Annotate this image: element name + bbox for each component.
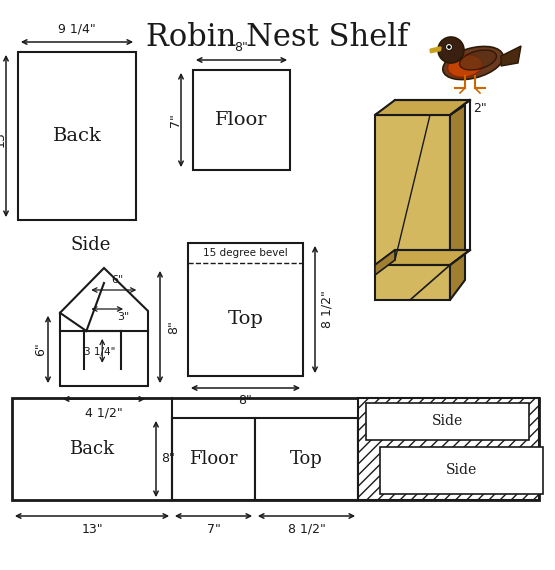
Bar	[255, 418, 358, 500]
Text: Side: Side	[446, 463, 477, 478]
Bar	[358, 398, 539, 500]
Text: 8 1/2": 8 1/2"	[287, 523, 325, 536]
Ellipse shape	[460, 50, 497, 70]
Circle shape	[446, 43, 452, 51]
Bar	[172, 418, 255, 500]
Circle shape	[447, 45, 451, 49]
Ellipse shape	[443, 46, 503, 80]
Text: Floor: Floor	[189, 450, 238, 468]
Text: 8": 8"	[161, 453, 175, 466]
Polygon shape	[375, 250, 395, 275]
Text: 13": 13"	[0, 125, 7, 147]
Text: Floor: Floor	[215, 111, 268, 129]
Text: 8 1/2": 8 1/2"	[321, 291, 334, 328]
Text: Side: Side	[432, 414, 463, 429]
Text: 4 1/2": 4 1/2"	[85, 406, 123, 419]
Polygon shape	[450, 105, 465, 300]
Text: Top: Top	[228, 311, 264, 328]
Text: 8": 8"	[235, 41, 249, 54]
Ellipse shape	[448, 55, 482, 78]
Text: 8": 8"	[239, 394, 253, 407]
Text: 7": 7"	[206, 523, 220, 536]
Polygon shape	[501, 46, 521, 66]
Circle shape	[438, 37, 464, 63]
Text: 3": 3"	[117, 312, 129, 322]
Text: 9 1/4": 9 1/4"	[58, 23, 96, 36]
Bar	[380, 447, 543, 494]
Text: 8": 8"	[167, 320, 180, 334]
Bar	[193, 70, 290, 170]
Bar	[188, 243, 303, 376]
Polygon shape	[375, 105, 465, 115]
Bar	[18, 52, 136, 220]
Polygon shape	[375, 100, 470, 115]
Text: 6": 6"	[111, 275, 123, 285]
Text: Robin Nest Shelf: Robin Nest Shelf	[146, 22, 408, 53]
Text: 15 degree bevel: 15 degree bevel	[203, 248, 288, 258]
Text: Top: Top	[290, 450, 323, 468]
Text: 6": 6"	[34, 343, 48, 356]
Text: Back: Back	[69, 440, 114, 458]
Polygon shape	[60, 268, 148, 386]
Bar	[375, 115, 450, 300]
Text: Side: Side	[70, 236, 111, 254]
Text: 2": 2"	[473, 101, 487, 115]
Bar	[366, 403, 529, 439]
Text: 7": 7"	[169, 113, 181, 127]
Text: 3 1/4": 3 1/4"	[84, 347, 115, 357]
Text: 13": 13"	[81, 523, 103, 536]
Text: Back: Back	[53, 127, 102, 145]
Bar	[12, 398, 539, 500]
Polygon shape	[375, 250, 470, 265]
